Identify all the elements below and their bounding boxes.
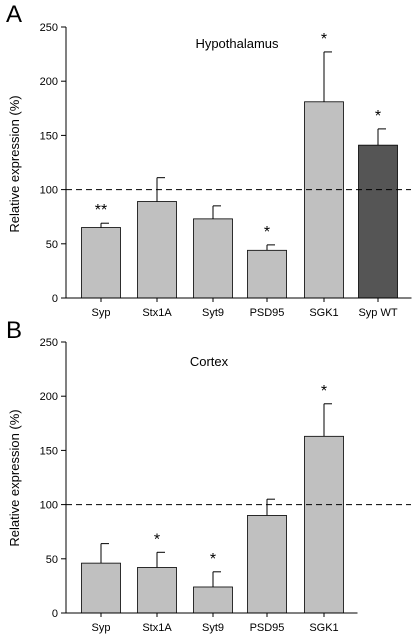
panel-a-y-tick-label: 200	[40, 76, 58, 88]
panel-b-category-label: PSD95	[250, 622, 285, 634]
panel-a-bar-syt9	[193, 218, 233, 299]
panel-b-bar-syp	[81, 562, 121, 614]
panel-b-chart: B Cortex Relative expression (%) 0 50 100 1…	[6, 317, 411, 634]
panel-a-y-tick-label: 150	[40, 130, 58, 142]
panel-a-significance-marker: *	[264, 224, 270, 241]
panel-b-title: Cortex	[190, 354, 229, 369]
panel-b-y-tick-label: 0	[52, 608, 58, 620]
panel-a-category-label: Syt9	[202, 307, 224, 319]
panel-a-title: Hypothalamus	[195, 36, 279, 51]
panel-a-ylabel: Relative expression (%)	[7, 95, 22, 232]
panel-a-y-tick-label: 100	[40, 185, 58, 197]
panel-a-bar-psd95	[247, 249, 287, 299]
panel-b-bar-psd95	[247, 515, 287, 614]
panel-b-significance-marker: *	[210, 551, 216, 568]
panel-a-bar-syp-wt	[358, 144, 398, 299]
panel-a-category-label: Syp	[92, 307, 111, 319]
panel-a-category-label: PSD95	[250, 307, 285, 319]
panel-b-bar-syt9	[193, 586, 233, 614]
panel-a-category-label: Syp WT	[358, 307, 397, 319]
panel-b-y-tick-label: 250	[40, 337, 58, 349]
panel-b-y-tick-label: 50	[46, 554, 58, 566]
panel-b-y-tick-label: 100	[40, 500, 58, 512]
panel-a-bar-syp	[81, 227, 121, 299]
panel-b-category-label: SGK1	[309, 622, 338, 634]
panel-a-chart: A Hypothalamus Relative expression (%) 0…	[6, 1, 412, 319]
panel-b-category-label: Stx1A	[142, 622, 172, 634]
panel-b-bar-sgk1	[304, 435, 344, 614]
panel-b-ylabel: Relative expression (%)	[7, 409, 22, 546]
panel-b-label: B	[6, 317, 22, 344]
panel-a-y-tick-label: 250	[40, 22, 58, 34]
panel-a-bar-stx1a	[137, 201, 177, 299]
panel-a-y-tick-label: 50	[46, 239, 58, 251]
panel-a-category-label: SGK1	[309, 307, 338, 319]
panel-a-label: A	[6, 1, 22, 28]
panel-b-y-tick-label: 200	[40, 391, 58, 403]
panel-b-significance-marker: *	[321, 383, 327, 400]
panel-a-significance-marker: **	[95, 202, 107, 219]
panel-b-bar-stx1a	[137, 567, 177, 614]
panel-b-significance-marker: *	[154, 531, 160, 548]
panel-a-bar-sgk1	[304, 101, 344, 299]
panel-b-y-tick-label: 150	[40, 445, 58, 457]
panel-a-significance-marker: *	[321, 31, 327, 48]
panel-a-y-tick-label: 0	[52, 293, 58, 305]
panel-b-category-label: Syt9	[202, 622, 224, 634]
panel-a-category-label: Stx1A	[142, 307, 172, 319]
panel-a-significance-marker: *	[375, 108, 381, 125]
panel-b-category-label: Syp	[92, 622, 111, 634]
